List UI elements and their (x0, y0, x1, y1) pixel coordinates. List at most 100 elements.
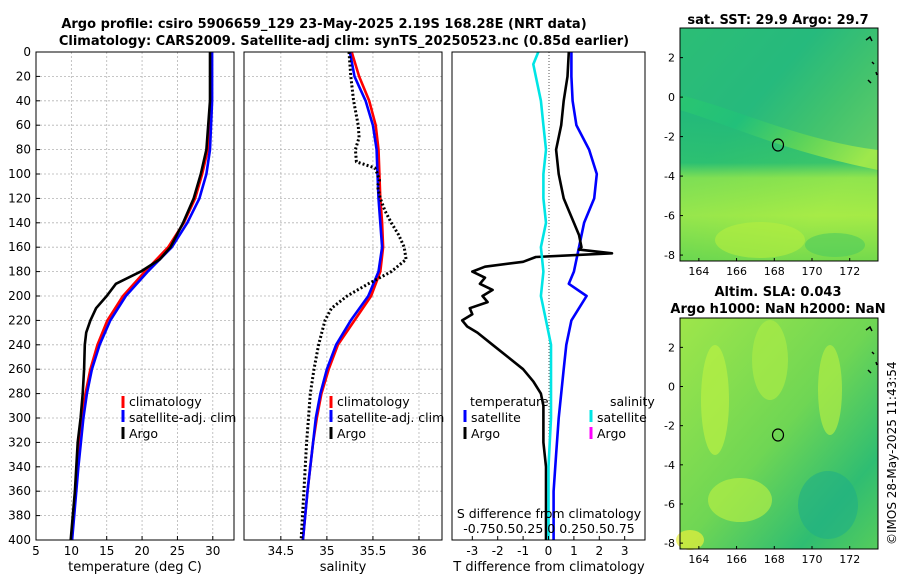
series-argo (69, 52, 212, 540)
sst-map-panel: sat. SST: 29.9 Argo: 29.7 164 166 168 170 17… (664, 13, 879, 278)
y-tick-label: 100 (8, 167, 31, 181)
salinity-axes-box (243, 51, 443, 541)
sst-cool-patch (805, 233, 865, 257)
y-tick-label: 380 (8, 509, 31, 523)
y-tick-label: 360 (8, 484, 31, 498)
map-x-tick-label: 166 (726, 265, 747, 278)
series-climatology (70, 52, 213, 540)
y-tick-label: 320 (8, 435, 31, 449)
x-tick-label: 30 (205, 544, 220, 558)
sst-warm-band (680, 110, 878, 261)
difference-legend-temperature: temperature satellite Argo (463, 394, 549, 441)
x-tick-label: 35.5 (360, 544, 387, 558)
map-y-tick-label: -6 (664, 498, 675, 511)
y-tick-label: 240 (8, 338, 31, 352)
x-tick-label: -1 (517, 544, 529, 558)
y-tick-label: 40 (16, 94, 31, 108)
imos-watermark: ©IMOS 28-May-2025 11:43:54 (885, 361, 899, 545)
series-satellite-adj-clim (301, 52, 384, 540)
salinity-lines (299, 52, 408, 540)
figure-title-line1: Argo profile: csiro 5906659_129 23-May-2… (61, 17, 586, 32)
map-x-tick-label: 166 (726, 553, 747, 566)
x-tick-label: 15 (99, 544, 114, 558)
sla-high-band-1 (701, 345, 729, 455)
temperature-legend: climatology satellite-adj. clim Argo (121, 394, 236, 441)
map-y-tick-label: -8 (664, 249, 675, 262)
salinity-panel: 34.5 35 35.5 36 salinity climatology satell… (243, 51, 444, 575)
map-x-tick-label: 172 (839, 265, 860, 278)
s-difference-label: S difference from climatology (457, 506, 642, 521)
map-y-tick-label: -8 (664, 537, 675, 550)
x-tick-label: 5 (32, 544, 40, 558)
y-tick-label: 340 (8, 460, 31, 474)
y-tick-label: 400 (8, 533, 31, 547)
series-argo (299, 52, 408, 540)
y-tick-label: 180 (8, 265, 31, 279)
sst-map-ticks: 164 166 168 170 172 -8 -6 -4 -2 0 2 (664, 52, 860, 278)
x-tick-label: 10 (64, 544, 79, 558)
figure-title-line2: Climatology: CARS2009. Satellite-adj cli… (59, 34, 629, 49)
temperature-xlabel: temperature (deg C) (68, 560, 202, 575)
y-tick-label: 160 (8, 240, 31, 254)
x-tick-label: 0 (545, 544, 553, 558)
x-tick-label: 36 (411, 544, 426, 558)
map-y-tick-label: -4 (664, 459, 675, 472)
y-tick-label: 280 (8, 387, 31, 401)
difference-legend-salinity: salinity satellite Argo (589, 394, 655, 441)
x-tick-label: 1 (570, 544, 578, 558)
series-temperature-argo (460, 52, 614, 540)
y-tick-label: 120 (8, 191, 31, 205)
temperature-difference-tick-labels: -3 -2 -1 0 1 2 3 (466, 536, 629, 558)
y-tick-label: 220 (8, 313, 31, 327)
legend-t-satellite-label: satellite (471, 410, 521, 425)
series-temperature-satellite (552, 52, 599, 540)
map-y-tick-label: 2 (668, 52, 675, 65)
legend-climatology-label: climatology (337, 394, 410, 409)
sst-north-region (680, 28, 878, 150)
x-tick-label: 34.5 (267, 544, 294, 558)
legend-t-argo-label: Argo (471, 426, 500, 441)
legend-climatology-label: climatology (129, 394, 202, 409)
map-y-tick-label: 0 (668, 91, 675, 104)
sla-map-panel: Altim. SLA: 0.043 Argo h1000: NaN h2000:… (664, 285, 886, 566)
sst-coastline (865, 35, 878, 84)
x-tick-label: 20 (134, 544, 149, 558)
y-tick-label: 200 (8, 289, 31, 303)
y-tick-label: 140 (8, 216, 31, 230)
map-y-tick-label: -2 (664, 420, 675, 433)
difference-xlabel: T difference from climatology (452, 560, 645, 575)
sla-high-patch (708, 478, 772, 522)
map-y-tick-label: 0 (668, 381, 675, 394)
temperature-panel: 0 20 40 60 80 100 120 140 160 180 200 220 240 260 280 3… (8, 45, 236, 575)
sla-high-band-2 (752, 320, 788, 400)
map-y-tick-label: -4 (664, 170, 675, 183)
sst-map-frame (679, 27, 879, 262)
y-tick-label: 60 (16, 118, 31, 132)
map-x-tick-label: 168 (764, 553, 785, 566)
x-tick-label: 2 (595, 544, 603, 558)
series-satellite-adj-clim (70, 52, 214, 540)
x-tick-label: -3 (466, 544, 478, 558)
map-x-tick-label: 164 (688, 553, 709, 566)
sla-coastline (865, 325, 878, 374)
legend-satellite-label: satellite-adj. clim (337, 410, 444, 425)
legend-temperature-title: temperature (470, 394, 549, 409)
x-tick-label: 25 (170, 544, 185, 558)
x-tick-label: -2 (492, 544, 504, 558)
y-tick-label: 260 (8, 362, 31, 376)
legend-s-argo-label: Argo (597, 426, 626, 441)
sla-map-ticks: 164 166 168 170 172 -8 -6 -4 -2 0 2 (664, 341, 860, 566)
map-x-tick-label: 168 (764, 265, 785, 278)
sla-map-frame (679, 317, 879, 550)
sla-low-patch (798, 471, 858, 539)
y-tick-label: 300 (8, 411, 31, 425)
salinity-legend: climatology satellite-adj. clim Argo (329, 394, 444, 441)
sla-argo-marker (771, 428, 785, 442)
legend-s-satellite-label: satellite (597, 410, 647, 425)
sst-argo-marker (771, 138, 785, 152)
temperature-grid (35, 51, 234, 541)
map-y-tick-label: 2 (668, 341, 675, 354)
y-tick-label: 20 (16, 69, 31, 83)
salinity-tick-labels: 34.5 35 35.5 36 (267, 536, 427, 558)
